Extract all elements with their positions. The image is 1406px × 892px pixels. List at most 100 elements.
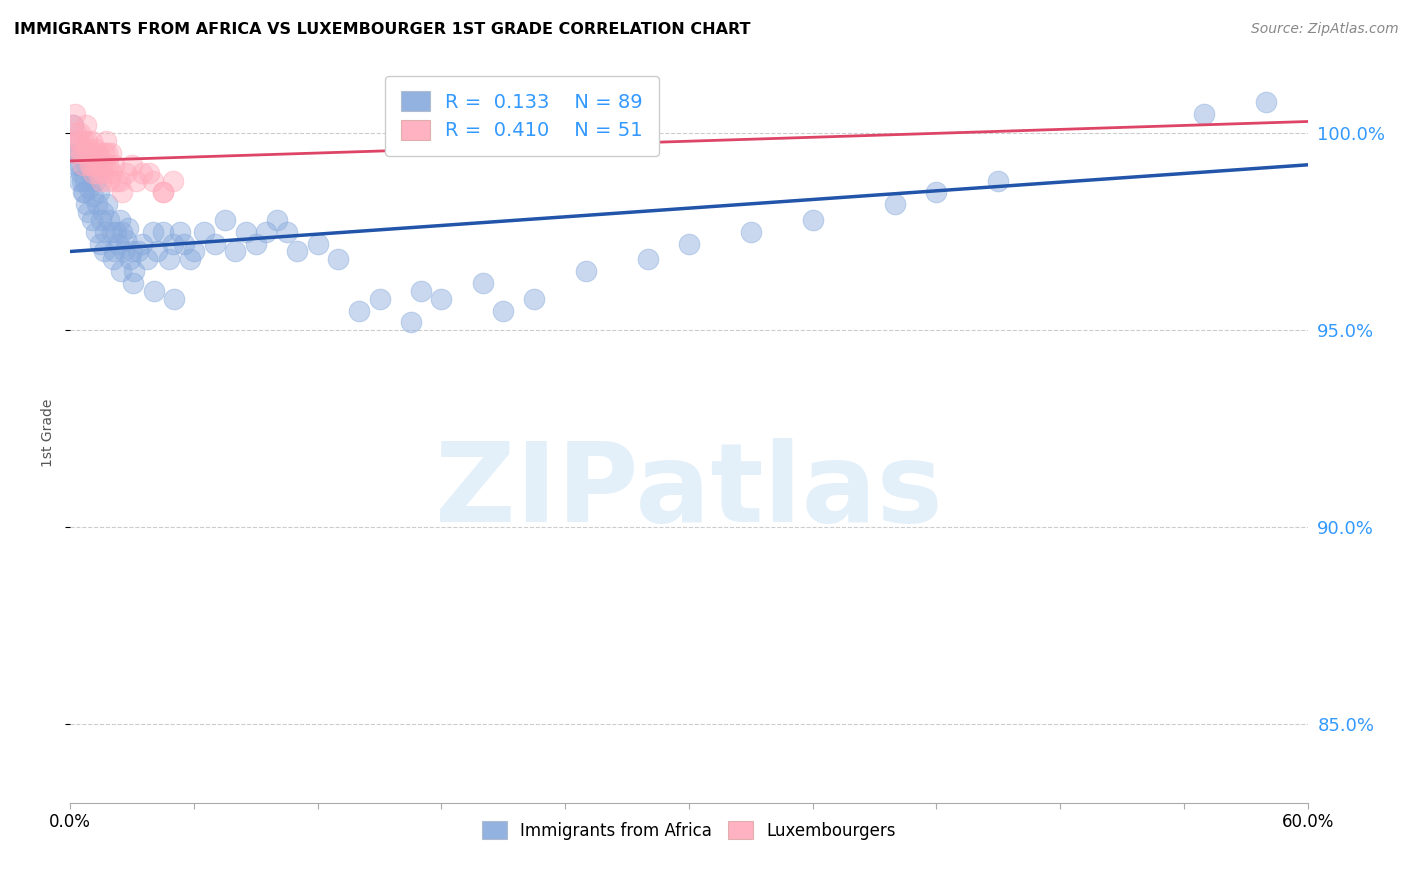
Point [90,173,112,187]
Point [142,225,165,239]
Point [163,292,186,306]
Point [266,213,288,227]
Point [740,225,762,239]
Point [125,173,148,187]
Point [65,126,87,140]
Point [80,134,103,148]
Point [162,236,184,251]
Point [87,166,110,180]
Point [84,158,107,172]
Point [79,158,101,172]
Point [76,134,98,148]
Point [122,264,145,278]
Point [69,158,91,172]
Point [103,158,125,172]
Point [67,173,90,187]
Point [115,166,138,180]
Point [142,284,165,298]
Point [82,166,104,180]
Point [94,158,117,172]
Point [214,213,236,227]
Point [884,197,907,211]
Point [89,186,111,200]
Point [67,134,90,148]
Point [94,225,117,239]
Point [86,146,108,161]
Point [76,142,98,156]
Point [65,158,87,172]
Point [63,146,86,161]
Point [75,119,97,133]
Point [115,233,138,247]
Point [925,186,948,200]
Point [1256,95,1278,109]
Point [193,225,215,239]
Point [142,173,165,187]
Point [162,173,184,187]
Point [104,173,127,187]
Point [131,236,153,251]
Point [104,225,127,239]
Y-axis label: 1st Grade: 1st Grade [41,399,55,467]
Point [73,173,96,187]
Point [204,236,226,251]
Legend: Immigrants from Africa, Luxembourgers: Immigrants from Africa, Luxembourgers [475,814,903,847]
Point [254,225,277,239]
Point [62,119,84,133]
Point [575,264,598,278]
Point [73,134,96,148]
Point [66,146,89,161]
Point [523,292,546,306]
Point [121,244,143,259]
Point [73,186,96,200]
Point [84,173,107,187]
Point [235,225,257,239]
Point [987,173,1010,187]
Point [801,213,824,227]
Point [276,225,298,239]
Point [82,189,104,203]
Point [173,236,195,251]
Point [347,303,370,318]
Point [100,166,122,180]
Point [430,292,453,306]
Point [72,186,94,200]
Point [96,146,118,161]
Point [89,150,111,164]
Point [637,252,659,267]
Point [101,252,124,267]
Point [91,166,114,180]
Point [224,244,246,259]
Point [98,173,121,187]
Point [157,252,180,267]
Point [84,142,107,156]
Point [152,186,174,200]
Text: Source: ZipAtlas.com: Source: ZipAtlas.com [1251,22,1399,37]
Point [98,213,121,227]
Point [80,166,103,180]
Point [70,173,93,187]
Point [62,119,84,133]
Point [91,205,114,219]
Point [152,186,174,200]
Point [93,146,115,161]
Point [399,315,422,329]
Point [138,166,160,180]
Point [89,158,111,172]
Point [72,158,94,172]
Point [135,252,157,267]
Point [1194,106,1216,120]
Point [117,220,139,235]
Point [84,225,107,239]
Point [110,264,132,278]
Point [183,244,205,259]
Point [96,134,118,148]
Point [73,146,96,161]
Point [91,158,114,172]
Point [75,197,97,211]
Point [152,225,174,239]
Point [285,244,308,259]
Point [93,244,115,259]
Text: ZIPatlas: ZIPatlas [434,438,943,545]
Point [169,225,191,239]
